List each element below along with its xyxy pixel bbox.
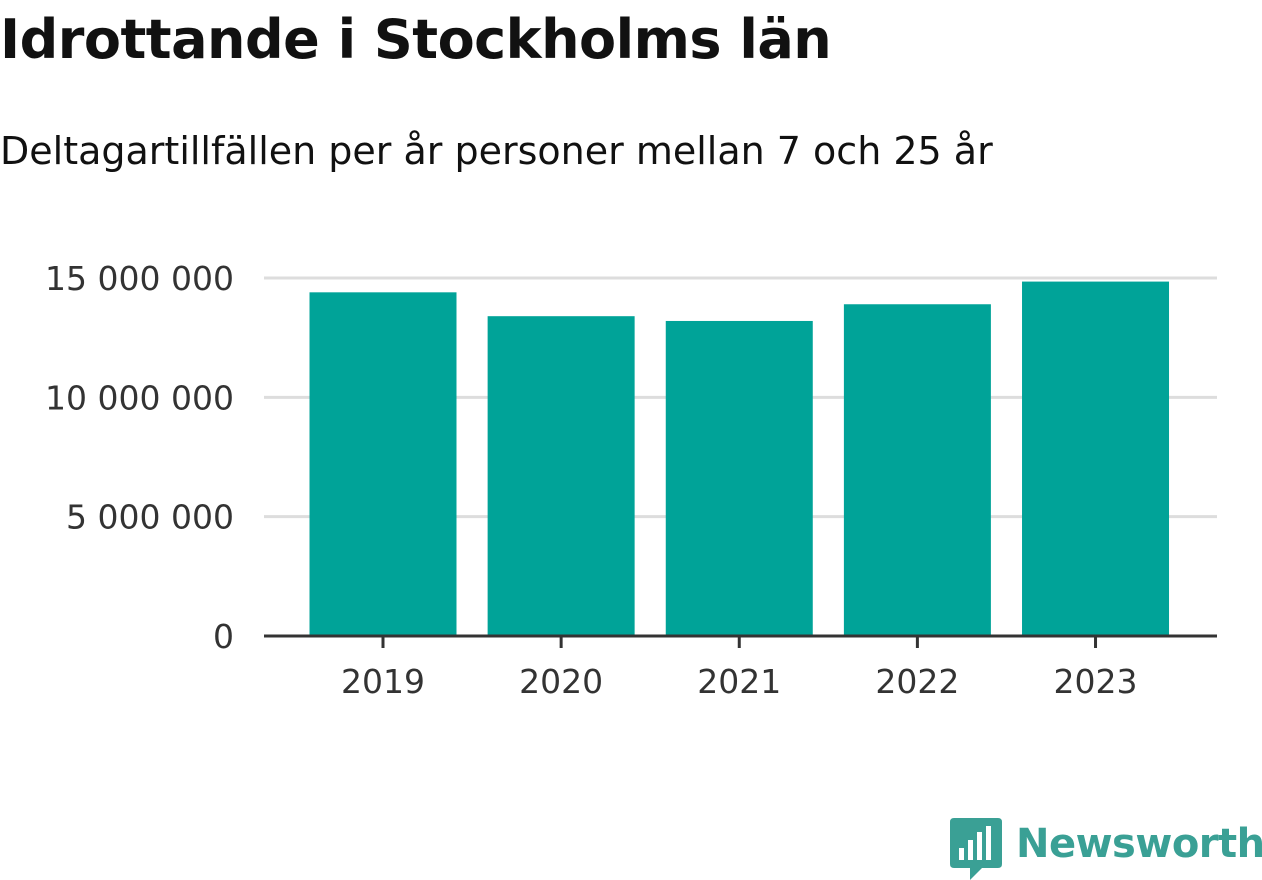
bar	[487, 316, 635, 636]
x-tick-label: 2023	[1054, 662, 1138, 701]
y-tick-label: 5 000 000	[66, 498, 234, 537]
y-tick-label: 0	[213, 617, 234, 656]
bar-chart-speech-bubble-icon	[950, 818, 1002, 880]
y-tick-label: 10 000 000	[45, 378, 234, 417]
bar	[843, 304, 991, 636]
y-tick-label: 15 000 000	[45, 259, 234, 298]
x-tick-label: 2019	[341, 662, 425, 701]
newsworthy-logo: Newsworthy	[950, 818, 1262, 880]
chart-title: Idrottande i Stockholms län	[0, 8, 832, 71]
bar	[309, 292, 457, 636]
brand-name: Newsworthy	[1016, 821, 1262, 867]
x-tick-label: 2021	[697, 662, 781, 701]
chart-subtitle: Deltagartillfällen per år personer mella…	[0, 129, 993, 173]
x-tick-label: 2020	[519, 662, 603, 701]
bar	[1022, 281, 1170, 636]
x-tick-label: 2022	[875, 662, 959, 701]
bar	[665, 320, 813, 636]
